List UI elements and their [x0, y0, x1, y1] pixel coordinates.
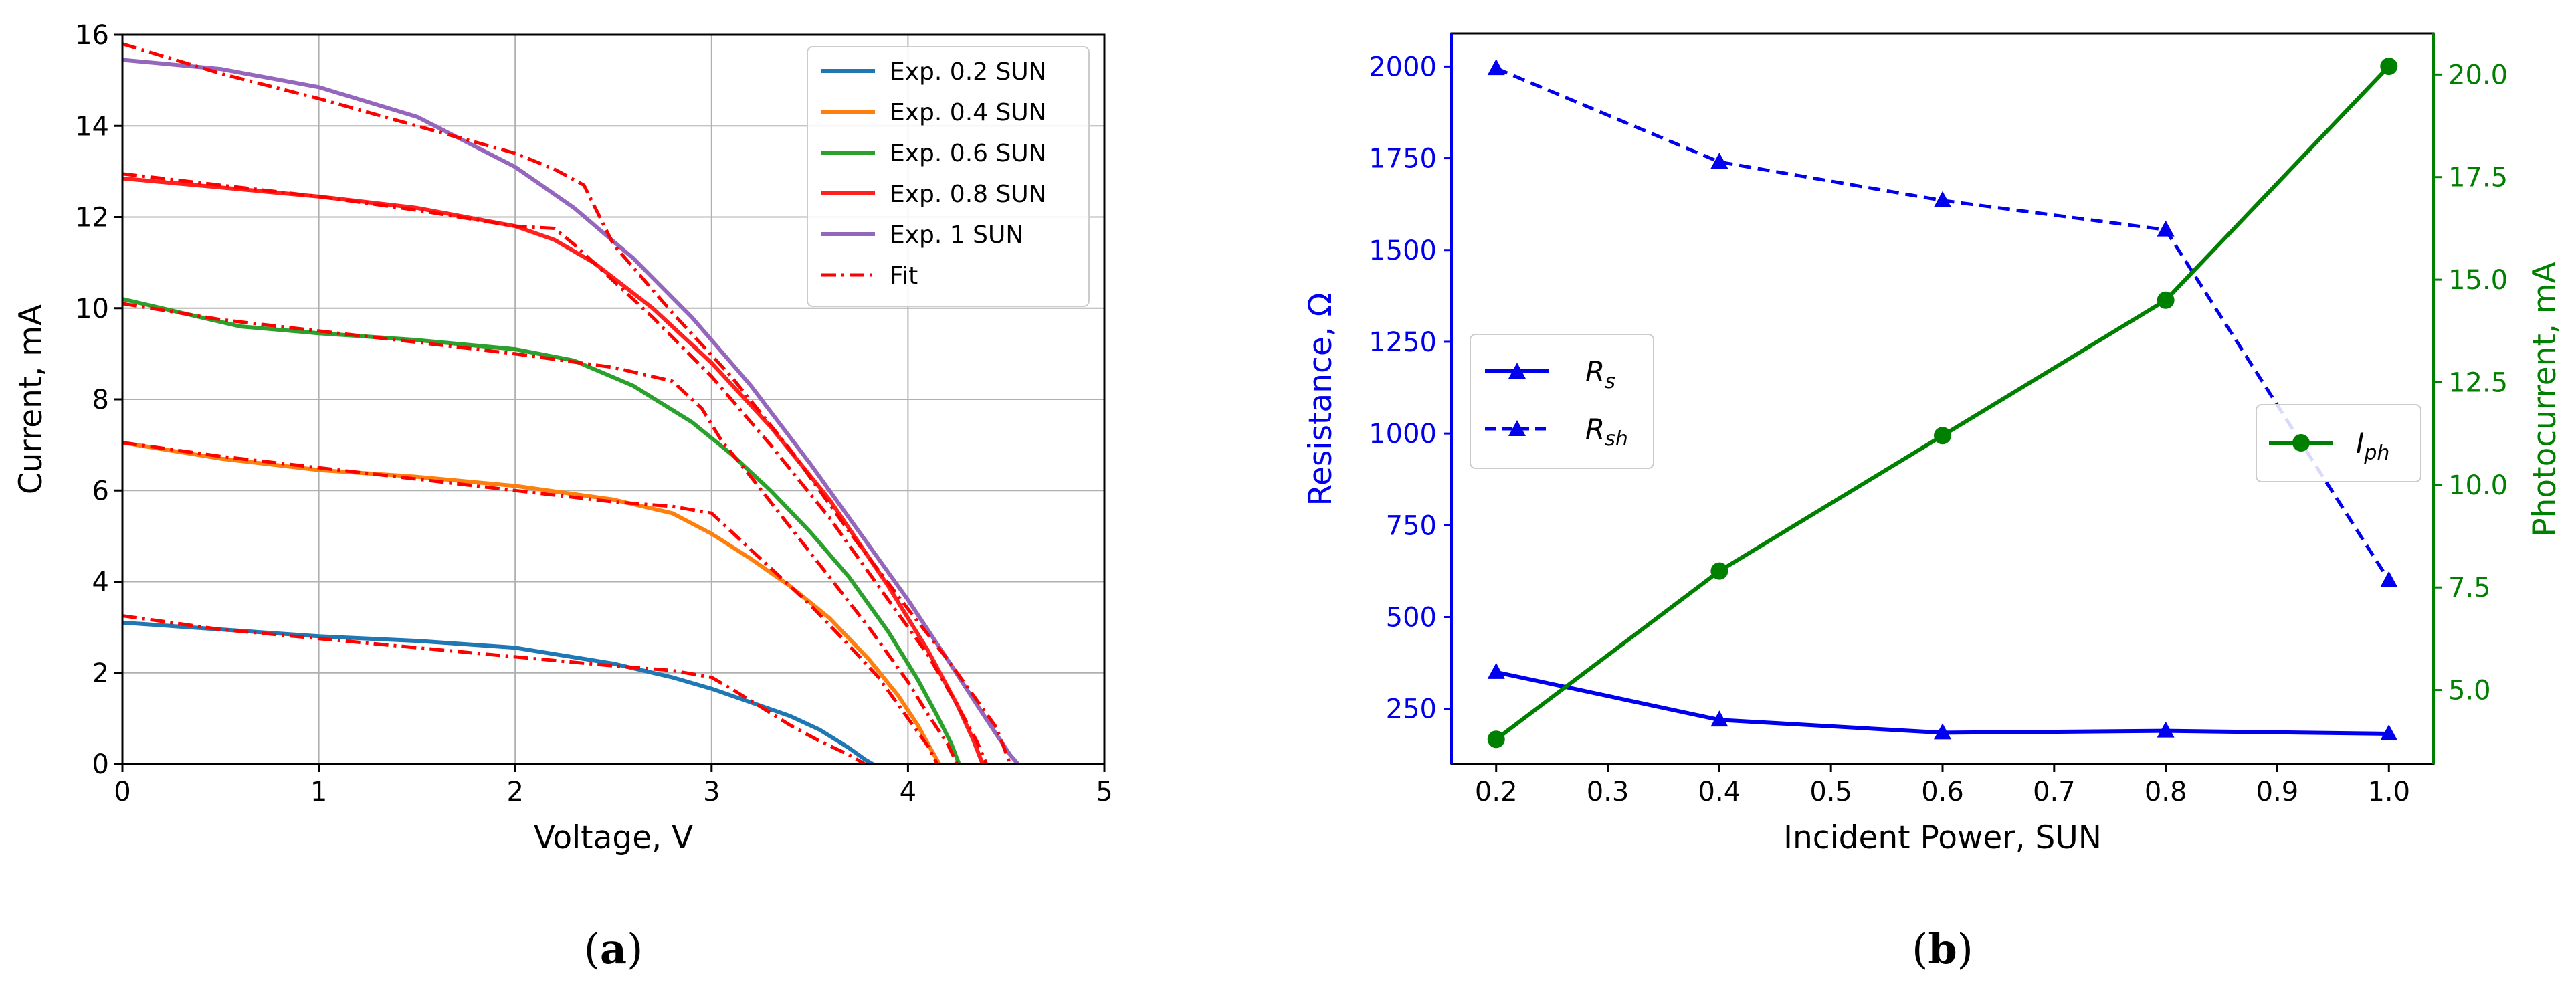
legend-label-1-sun: Exp. 1 SUN [890, 221, 1023, 249]
chart-b-point-r-sh [2380, 571, 2398, 587]
chart-a-series-exp-0-6-sun [122, 297, 961, 764]
chart-b-x-tick-label: 0.9 [2256, 777, 2299, 807]
chart-a-series [122, 42, 1020, 764]
chart-b-legend-right: Iph [2256, 404, 2421, 482]
chart-b-right-tick-label: 7.5 [2448, 573, 2491, 603]
chart-b-point-i-ph [1710, 562, 1728, 580]
chart-b-right-tick-label: 15.0 [2448, 265, 2508, 296]
chart-b-right-tick-label: 12.5 [2448, 367, 2508, 398]
chart-a-x-tick-label: 4 [900, 777, 916, 807]
legend-label-0-4-sun: Exp. 0.4 SUN [890, 99, 1047, 126]
chart-a-series-fit-0-8-sun [122, 172, 989, 764]
chart-a-x-tick-label: 1 [310, 777, 327, 807]
panel-label-b-letter: b [1928, 924, 1957, 973]
legend-marker-rs [1508, 363, 1526, 379]
chart-a-y-tick-label: 16 [75, 20, 109, 51]
chart-b-left-tick-label: 500 [1386, 603, 1437, 633]
legend-label-0-8-sun: Exp. 0.8 SUN [890, 181, 1047, 208]
chart-b-right-y-ticks: 5.0 7.5 10.0 12.5 15.0 17.5 20.0 [2434, 60, 2508, 706]
chart-a-y-label: Current, mA [13, 304, 49, 494]
chart-b-x-tick-label: 0.6 [1921, 777, 1964, 807]
chart-b-left-tick-label: 750 [1386, 510, 1437, 541]
chart-b-legend-left: Rs Rsh [1470, 334, 1654, 469]
chart-b-left-tick-label: 1750 [1369, 144, 1437, 175]
legend-label-rs: Rs [1585, 355, 1615, 393]
chart-b-point-r-s [1934, 723, 1951, 740]
chart-b-x-tick-label: 0.7 [2033, 777, 2076, 807]
chart-b-series [1487, 58, 2398, 749]
chart-a-y-tick-label: 14 [75, 111, 109, 142]
chart-a-y-tick-label: 2 [92, 658, 109, 689]
chart-a-y-tick-label: 8 [92, 385, 109, 415]
chart-b-point-i-ph [1487, 730, 1505, 749]
chart-b-point-r-sh [1487, 59, 1505, 76]
legend-label-0-2-sun: Exp. 0.2 SUN [890, 58, 1047, 86]
chart-b-left-tick-label: 1250 [1369, 327, 1437, 358]
chart-b-point-r-s [1710, 710, 1728, 727]
chart-b-x-tick-label: 1.0 [2367, 777, 2410, 807]
chart-b-x-tick-label: 0.3 [1587, 777, 1629, 807]
chart-a-y-tick-label: 10 [75, 294, 109, 324]
chart-b-left-tick-label: 2000 [1369, 52, 1437, 82]
chart-b-right-tick-label: 5.0 [2448, 676, 2491, 706]
chart-b-legend-right-box [2256, 404, 2421, 482]
chart-b-x-tick-label: 0.2 [1475, 777, 1518, 807]
chart-a-series-exp-0-2-sun [122, 620, 874, 764]
chart-b-point-r-sh [1934, 191, 1951, 207]
chart-a-legend: Exp. 0.2 SUN Exp. 0.4 SUN Exp. 0.6 SUN E… [807, 46, 1090, 307]
legend-marker-rsh [1508, 420, 1526, 436]
panel-label-a-letter: a [600, 924, 627, 973]
chart-a-x-tick-label: 3 [703, 777, 720, 807]
chart-a-x-tick-label: 5 [1096, 777, 1112, 807]
legend-label-fit: Fit [890, 262, 918, 290]
chart-b-x-label: Incident Power, SUN [1783, 819, 2102, 856]
legend-label-iph: Iph [2356, 427, 2389, 465]
chart-b-left-tick-label: 250 [1386, 694, 1437, 725]
chart-b-point-i-ph [2380, 58, 2398, 76]
chart-b-point-i-ph [1934, 427, 1951, 445]
chart-b-series-r-sh [1495, 66, 2391, 581]
chart-b-point-r-s [1487, 662, 1505, 679]
chart-b-left-y-label: Resistance, Ω [1302, 292, 1339, 506]
panel-label-a: (a) [584, 924, 643, 973]
chart-a-legend-box [807, 46, 1090, 307]
chart-b-point-r-s [2380, 724, 2398, 741]
legend-label-rsh: Rsh [1585, 413, 1628, 451]
chart-a-y-tick-label: 4 [92, 567, 109, 598]
chart-b-x-ticks: 0.2 0.3 0.4 0.5 0.6 0.7 0.8 0.9 1.0 [1475, 764, 2410, 807]
chart-b-point-r-s [2157, 721, 2175, 738]
chart-a-y-ticks: 0 2 4 6 8 10 12 14 16 [75, 20, 122, 780]
chart-a-series-exp-1-sun [122, 58, 1020, 764]
chart-a-x-tick-label: 2 [506, 777, 523, 807]
chart-b-right-tick-label: 17.5 [2448, 163, 2508, 193]
chart-b-point-i-ph [2157, 291, 2175, 309]
chart-a-x-tick-label: 0 [114, 777, 130, 807]
chart-a-x-label: Voltage, V [534, 819, 693, 856]
chart-a-y-tick-label: 6 [92, 476, 109, 506]
chart-a-y-tick-label: 0 [92, 749, 109, 780]
legend-marker-iph [2292, 434, 2310, 452]
chart-b-x-tick-label: 0.8 [2145, 777, 2187, 807]
chart-b-right-tick-label: 20.0 [2448, 60, 2508, 90]
chart-b-point-r-sh [1710, 153, 1728, 169]
chart-b-right-y-label: Photocurrent, mA [2527, 262, 2563, 536]
chart-b-point-r-sh [2157, 220, 2175, 237]
chart-b-right-tick-label: 10.0 [2448, 470, 2508, 501]
chart-b-x-tick-label: 0.5 [1809, 777, 1852, 807]
panel-label-b: (b) [1912, 924, 1973, 973]
chart-b-left-tick-label: 1000 [1369, 419, 1437, 450]
chart-a-series-fit-1-sun [122, 42, 1012, 764]
chart-b-left-y-ticks: 250 500 750 1000 1250 1500 1750 2000 [1369, 52, 1452, 725]
chart-b-x-tick-label: 0.4 [1698, 777, 1741, 807]
chart-a-series-fit [122, 614, 866, 764]
legend-label-0-6-sun: Exp. 0.6 SUN [890, 140, 1047, 167]
chart-a-series-fit-0-4-sun [122, 441, 939, 764]
chart-a-series-fit-0-6-sun [122, 302, 959, 764]
chart-a-x-ticks: 0 1 2 3 4 5 [114, 764, 1113, 807]
chart-b: 0.2 0.3 0.4 0.5 0.6 0.7 0.8 0.9 1.0 250 500 750 100… [1302, 32, 2563, 973]
chart-b-left-tick-label: 1500 [1369, 235, 1437, 266]
chart-a-y-tick-label: 12 [75, 203, 109, 233]
